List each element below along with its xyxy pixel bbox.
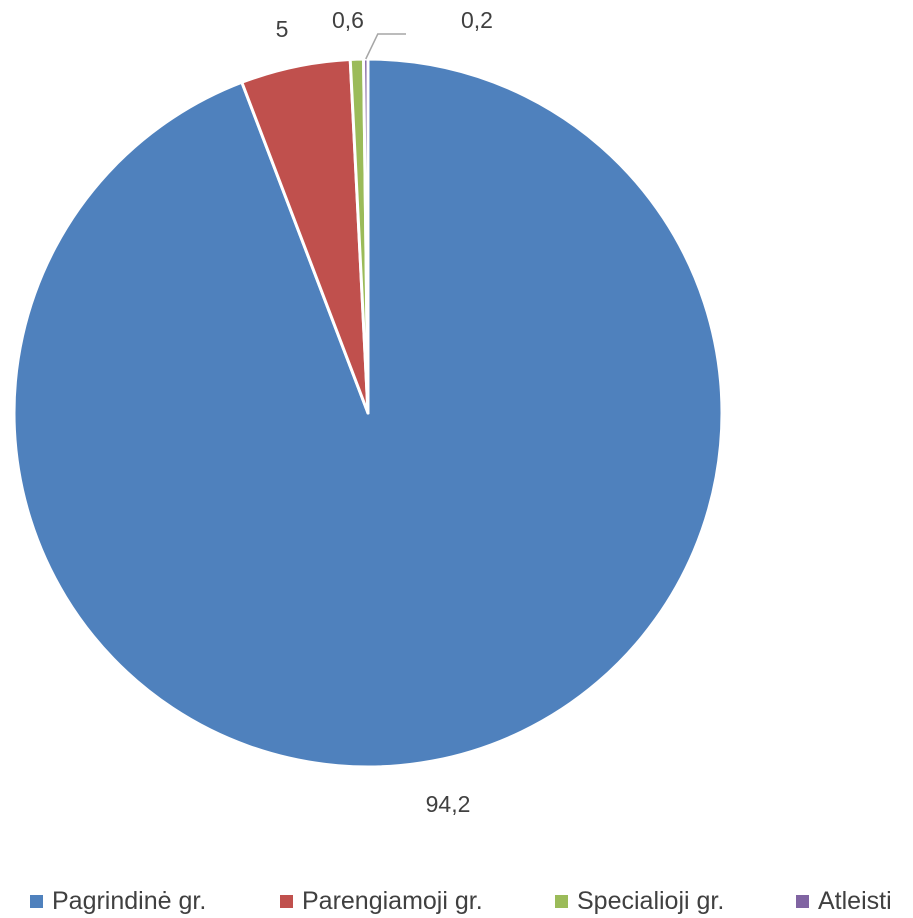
label-specialioji: 0,6 (332, 7, 364, 33)
pie-slices (12, 57, 724, 769)
legend-label: Parengiamoji gr. (302, 886, 483, 915)
legend-swatch (555, 894, 568, 908)
legend-label: Pagrindinė gr. (52, 886, 207, 915)
label-atleisti: 0,2 (461, 7, 493, 33)
legend-label: Atleisti (818, 886, 892, 915)
label-parengiamoji: 5 (276, 16, 289, 42)
leader-lines (365, 33, 406, 60)
pie-chart: 94,2 5 0,6 0,2 (12, 7, 724, 817)
data-labels: 94,2 5 0,6 0,2 (276, 7, 493, 817)
legend-label: Specialioji gr. (577, 886, 725, 915)
legend-swatch (30, 894, 43, 908)
leader-line-atleisti (365, 33, 406, 60)
label-pagrindine: 94,2 (426, 791, 471, 817)
legend-item-atleisti: Atleisti (796, 884, 892, 918)
legend-swatch (796, 894, 809, 908)
legend: Pagrindinė gr. Parengiamoji gr. Speciali… (0, 884, 913, 918)
legend-item-parengiamoji: Parengiamoji gr. (280, 884, 483, 918)
legend-item-pagrindine: Pagrindinė gr. (30, 884, 206, 918)
legend-swatch (280, 894, 293, 908)
legend-item-specialioji: Specialioji gr. (555, 884, 724, 918)
